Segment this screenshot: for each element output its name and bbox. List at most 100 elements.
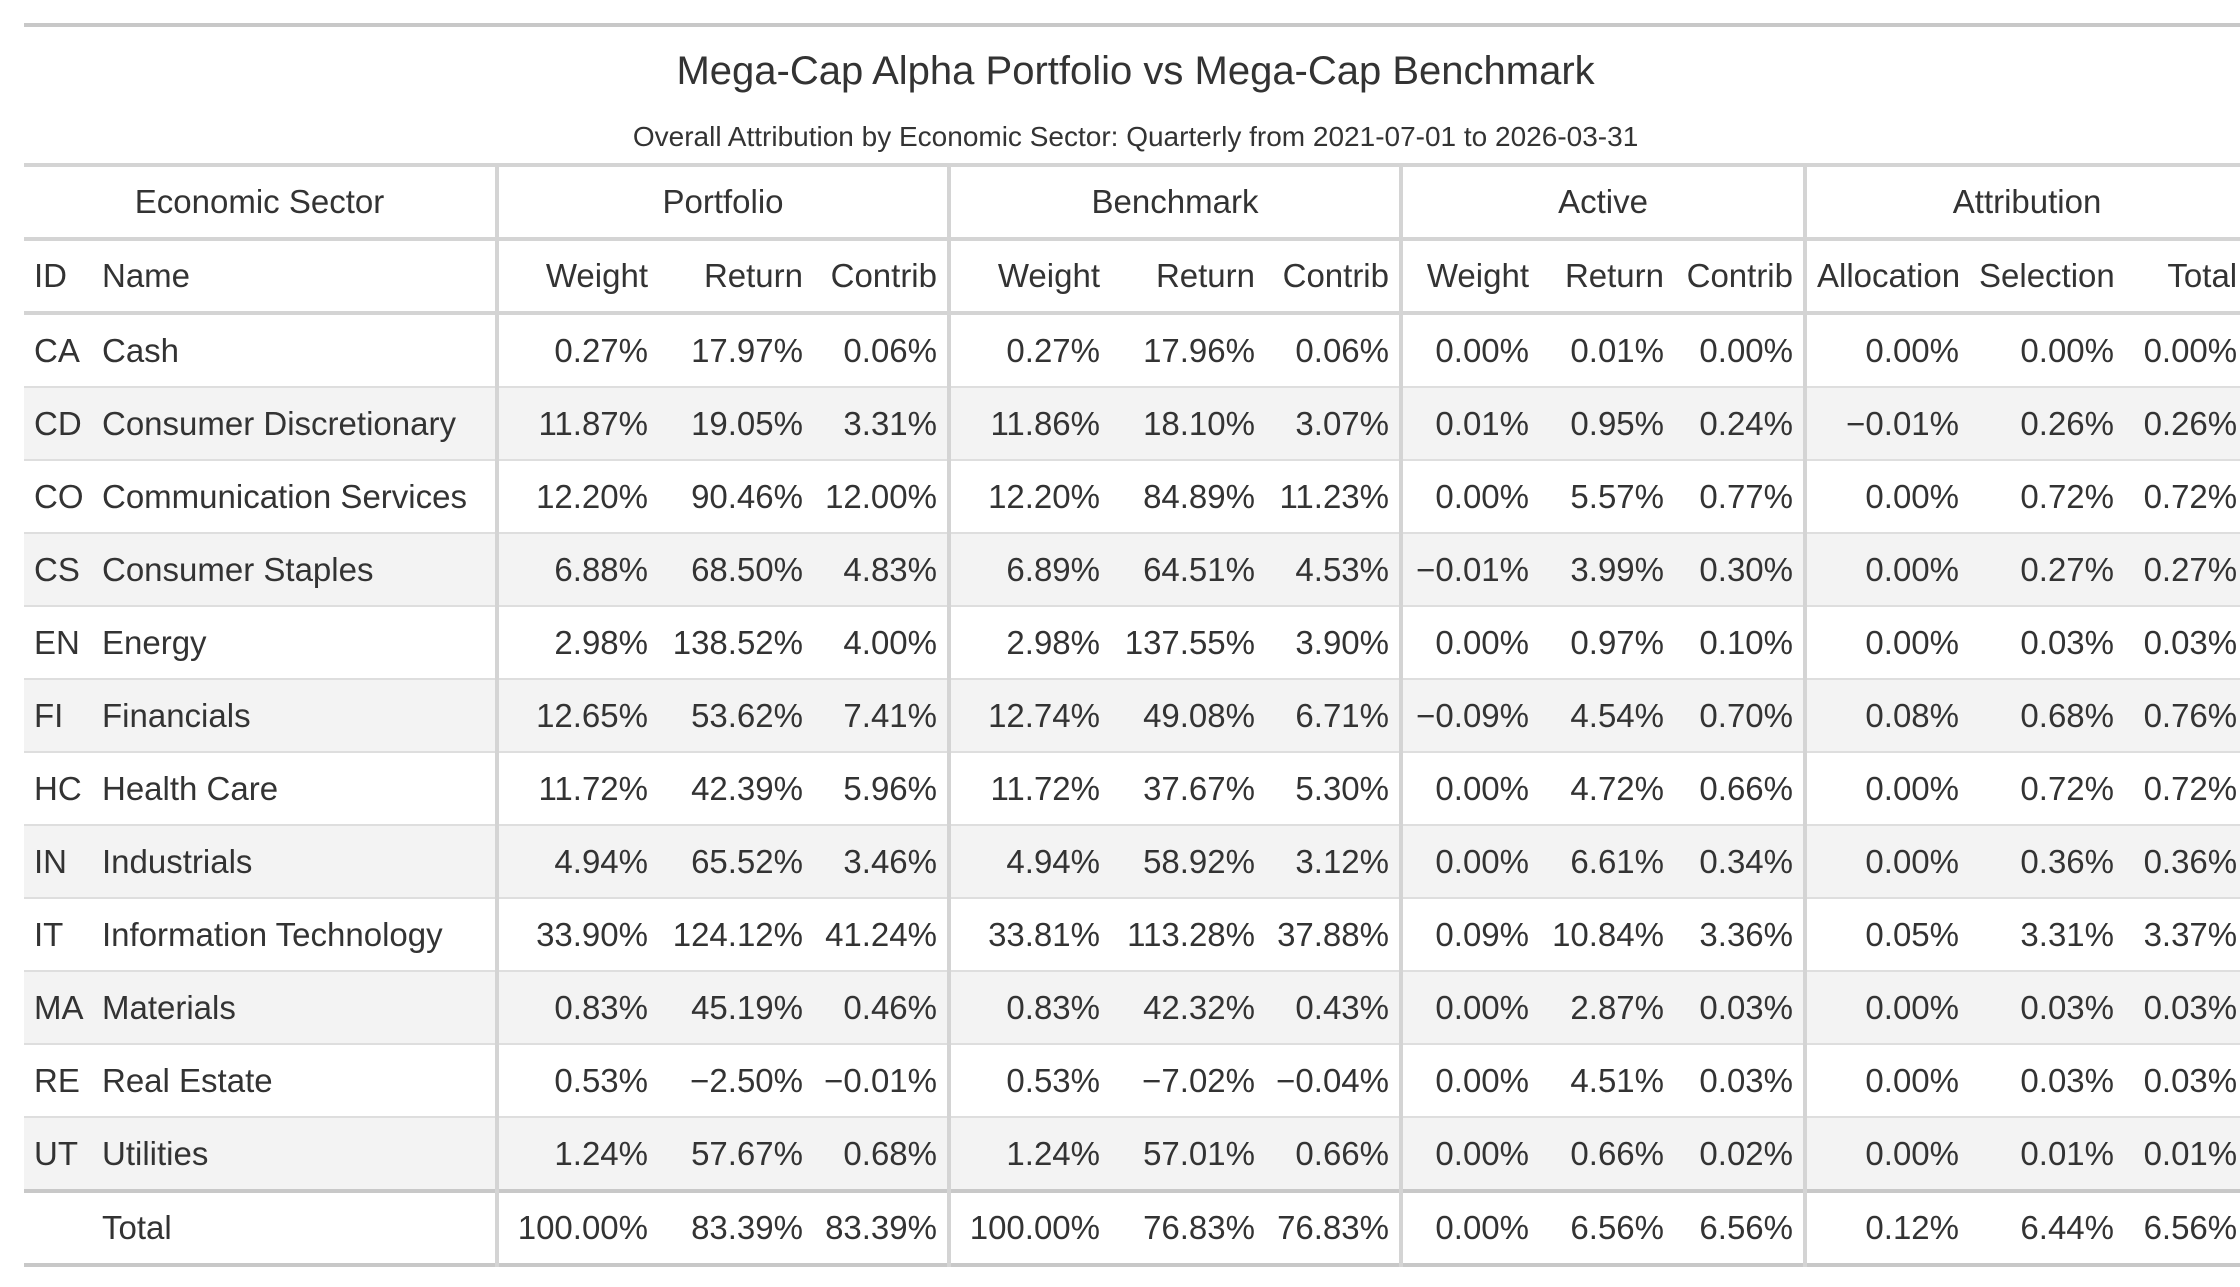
- cell-active-return: 2.87%: [1539, 971, 1674, 1045]
- total-cell-active-weight: 0.00%: [1399, 1189, 1539, 1265]
- cell-selection: 0.36%: [1969, 825, 2124, 899]
- cell-name: Energy: [92, 606, 497, 680]
- spanner-benchmark: Benchmark: [947, 165, 1401, 241]
- cell-portfolio-return: 17.97%: [658, 313, 813, 388]
- cell-active-contrib: 0.34%: [1674, 825, 1805, 899]
- cell-id: HC: [24, 752, 92, 826]
- table-body: CA Cash 0.27% 17.97% 0.06% 0.27% 17.96% 0.06% 0.…: [24, 313, 2240, 1191]
- cell-active-contrib: 0.77%: [1674, 460, 1805, 534]
- cell-id: CS: [24, 533, 92, 607]
- cell-benchmark-contrib: 3.07%: [1265, 387, 1401, 461]
- col-header-allocation: Allocation: [1803, 239, 1969, 315]
- cell-selection: 3.31%: [1969, 898, 2124, 972]
- cell-portfolio-contrib: 3.46%: [813, 825, 949, 899]
- cell-active-contrib: 0.30%: [1674, 533, 1805, 607]
- cell-total: 0.27%: [2124, 533, 2240, 607]
- cell-active-weight: −0.01%: [1399, 533, 1539, 607]
- cell-allocation: 0.00%: [1803, 1117, 1969, 1191]
- cell-name: Consumer Discretionary: [92, 387, 497, 461]
- col-header-total: Total: [2124, 239, 2240, 315]
- cell-allocation: 0.00%: [1803, 533, 1969, 607]
- table-row: CA Cash 0.27% 17.97% 0.06% 0.27% 17.96% 0.06% 0.…: [24, 313, 2240, 388]
- table-row: RE Real Estate 0.53% −2.50% −0.01% 0.53% −7.02…: [24, 1044, 2240, 1118]
- cell-portfolio-return: −2.50%: [658, 1044, 813, 1118]
- col-header-benchmark-contrib: Contrib: [1265, 239, 1401, 315]
- cell-active-return: 5.57%: [1539, 460, 1674, 534]
- cell-benchmark-return: 113.28%: [1110, 898, 1265, 972]
- cell-selection: 0.72%: [1969, 460, 2124, 534]
- cell-active-contrib: 0.03%: [1674, 1044, 1805, 1118]
- total-cell-active-return: 6.56%: [1539, 1189, 1674, 1265]
- cell-total: 3.37%: [2124, 898, 2240, 972]
- total-cell-portfolio-contrib: 83.39%: [813, 1189, 949, 1265]
- cell-active-contrib: 0.00%: [1674, 313, 1805, 388]
- cell-benchmark-contrib: 3.12%: [1265, 825, 1401, 899]
- cell-id: IT: [24, 898, 92, 972]
- cell-selection: 0.03%: [1969, 971, 2124, 1045]
- table-title: Mega-Cap Alpha Portfolio vs Mega-Cap Ben…: [676, 48, 1595, 93]
- cell-active-return: 6.61%: [1539, 825, 1674, 899]
- cell-portfolio-return: 42.39%: [658, 752, 813, 826]
- cell-benchmark-return: −7.02%: [1110, 1044, 1265, 1118]
- cell-name: Consumer Staples: [92, 533, 497, 607]
- cell-total: 0.00%: [2124, 313, 2240, 388]
- total-cell-selection: 6.44%: [1969, 1189, 2124, 1265]
- cell-active-weight: 0.00%: [1399, 825, 1539, 899]
- cell-portfolio-return: 124.12%: [658, 898, 813, 972]
- cell-allocation: 0.00%: [1803, 971, 1969, 1045]
- cell-id: CO: [24, 460, 92, 534]
- total-row: Total 100.00% 83.39% 83.39% 100.00% 76.83% 76.…: [24, 1189, 2240, 1265]
- cell-name: Communication Services: [92, 460, 497, 534]
- cell-benchmark-return: 58.92%: [1110, 825, 1265, 899]
- table-subtitle: Overall Attribution by Economic Sector: …: [24, 111, 2240, 167]
- attribution-report: Mega-Cap Alpha Portfolio vs Mega-Cap Ben…: [24, 23, 2240, 1267]
- cell-portfolio-contrib: 4.00%: [813, 606, 949, 680]
- col-header-portfolio-contrib: Contrib: [813, 239, 949, 315]
- cell-portfolio-return: 68.50%: [658, 533, 813, 607]
- cell-portfolio-return: 90.46%: [658, 460, 813, 534]
- cell-portfolio-weight: 2.98%: [495, 606, 658, 680]
- col-header-active-weight: Weight: [1399, 239, 1539, 315]
- cell-portfolio-return: 65.52%: [658, 825, 813, 899]
- cell-allocation: 0.08%: [1803, 679, 1969, 753]
- cell-name: Cash: [92, 313, 497, 388]
- table-row: HC Health Care 11.72% 42.39% 5.96% 11.72% 37.6…: [24, 752, 2240, 826]
- cell-total: 0.01%: [2124, 1117, 2240, 1191]
- cell-active-return: 4.54%: [1539, 679, 1674, 753]
- cell-benchmark-contrib: 0.43%: [1265, 971, 1401, 1045]
- cell-portfolio-weight: 1.24%: [495, 1117, 658, 1191]
- col-header-active-return: Return: [1539, 239, 1674, 315]
- cell-benchmark-weight: 12.20%: [947, 460, 1110, 534]
- table-row: IN Industrials 4.94% 65.52% 3.46% 4.94% 58.92%…: [24, 825, 2240, 899]
- spanner-active: Active: [1399, 165, 1805, 241]
- cell-benchmark-weight: 6.89%: [947, 533, 1110, 607]
- cell-active-contrib: 0.24%: [1674, 387, 1805, 461]
- cell-benchmark-weight: 1.24%: [947, 1117, 1110, 1191]
- cell-total: 0.03%: [2124, 1044, 2240, 1118]
- cell-id: UT: [24, 1117, 92, 1191]
- cell-active-weight: 0.01%: [1399, 387, 1539, 461]
- cell-benchmark-return: 137.55%: [1110, 606, 1265, 680]
- total-cell-benchmark-weight: 100.00%: [947, 1189, 1110, 1265]
- cell-id: IN: [24, 825, 92, 899]
- total-cell-portfolio-return: 83.39%: [658, 1189, 813, 1265]
- cell-portfolio-contrib: 0.46%: [813, 971, 949, 1045]
- col-header-id: ID: [24, 239, 92, 315]
- cell-portfolio-weight: 12.20%: [495, 460, 658, 534]
- cell-total: 0.36%: [2124, 825, 2240, 899]
- cell-id: CD: [24, 387, 92, 461]
- cell-portfolio-contrib: 0.68%: [813, 1117, 949, 1191]
- table-row: EN Energy 2.98% 138.52% 4.00% 2.98% 137.55% 3.9…: [24, 606, 2240, 680]
- spanner-attribution: Attribution: [1802, 165, 2240, 241]
- total-cell-name: Total: [92, 1189, 497, 1265]
- cell-benchmark-return: 18.10%: [1110, 387, 1265, 461]
- cell-portfolio-contrib: −0.01%: [813, 1044, 949, 1118]
- cell-portfolio-weight: 11.72%: [495, 752, 658, 826]
- cell-benchmark-return: 37.67%: [1110, 752, 1265, 826]
- cell-portfolio-contrib: 3.31%: [813, 387, 949, 461]
- cell-active-return: 3.99%: [1539, 533, 1674, 607]
- cell-active-weight: 0.00%: [1399, 460, 1539, 534]
- cell-selection: 0.68%: [1969, 679, 2124, 753]
- cell-active-weight: 0.00%: [1399, 1044, 1539, 1118]
- cell-portfolio-contrib: 12.00%: [813, 460, 949, 534]
